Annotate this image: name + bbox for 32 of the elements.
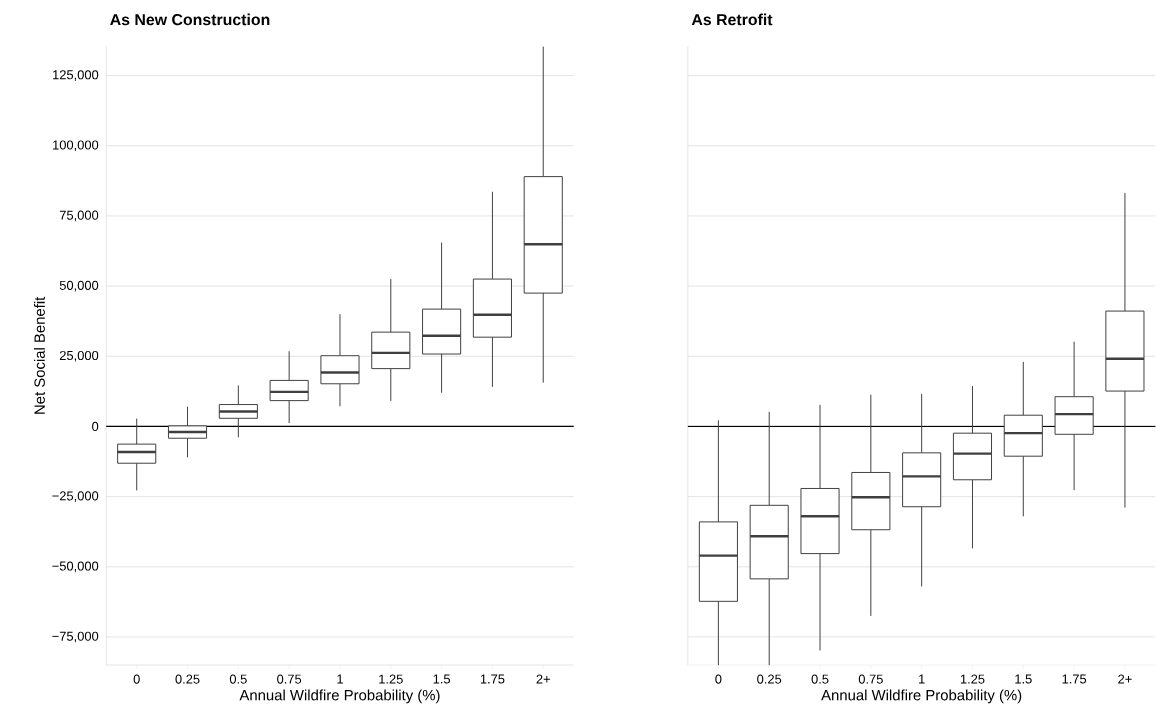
x-tick-label: 0.5 <box>229 674 247 684</box>
y-tick-label: −75,000 <box>52 631 99 643</box>
x-tick-label: 0.5 <box>811 674 829 684</box>
x-tick-label: 0 <box>133 674 140 684</box>
x-tick-label: 0.75 <box>277 674 302 684</box>
y-tick-label: 75,000 <box>59 210 99 222</box>
y-axis-title: Net Social Benefit <box>33 296 45 414</box>
x-tick-label: 0 <box>715 674 722 684</box>
x-tick-label: 1.5 <box>1015 674 1032 684</box>
x-tick-label: 1 <box>919 674 925 684</box>
y-tick-label: 50,000 <box>59 280 99 292</box>
x-axis-title: Annual Wildfire Probability (%) <box>239 689 440 704</box>
x-tick-label: 2+ <box>1118 674 1132 684</box>
chart-title: As New Construction <box>110 13 270 26</box>
x-tick-label: 1 <box>337 674 343 684</box>
y-tick-label: −25,000 <box>52 491 99 503</box>
y-tick-label: 125,000 <box>53 70 99 82</box>
x-tick-label: 1.75 <box>1062 674 1087 684</box>
x-tick-label: 0.25 <box>757 674 782 684</box>
y-tick-label: 0 <box>92 422 99 432</box>
x-tick-label: 1.75 <box>480 674 505 684</box>
x-tick-label: 1.25 <box>379 674 403 684</box>
y-tick-label: −50,000 <box>52 561 99 573</box>
y-tick-label: 25,000 <box>59 351 99 362</box>
x-tick-label: 2+ <box>536 674 550 684</box>
x-tick-label: 1.5 <box>433 674 451 684</box>
x-axis-title: Annual Wildfire Probability (%) <box>821 689 1022 704</box>
y-tick-label: 100,000 <box>53 140 99 152</box>
x-tick-label: 0.75 <box>858 674 883 684</box>
x-tick-label: 1.25 <box>960 674 985 684</box>
chart-title: As Retrofit <box>691 13 773 26</box>
x-tick-label: 0.25 <box>175 674 200 684</box>
